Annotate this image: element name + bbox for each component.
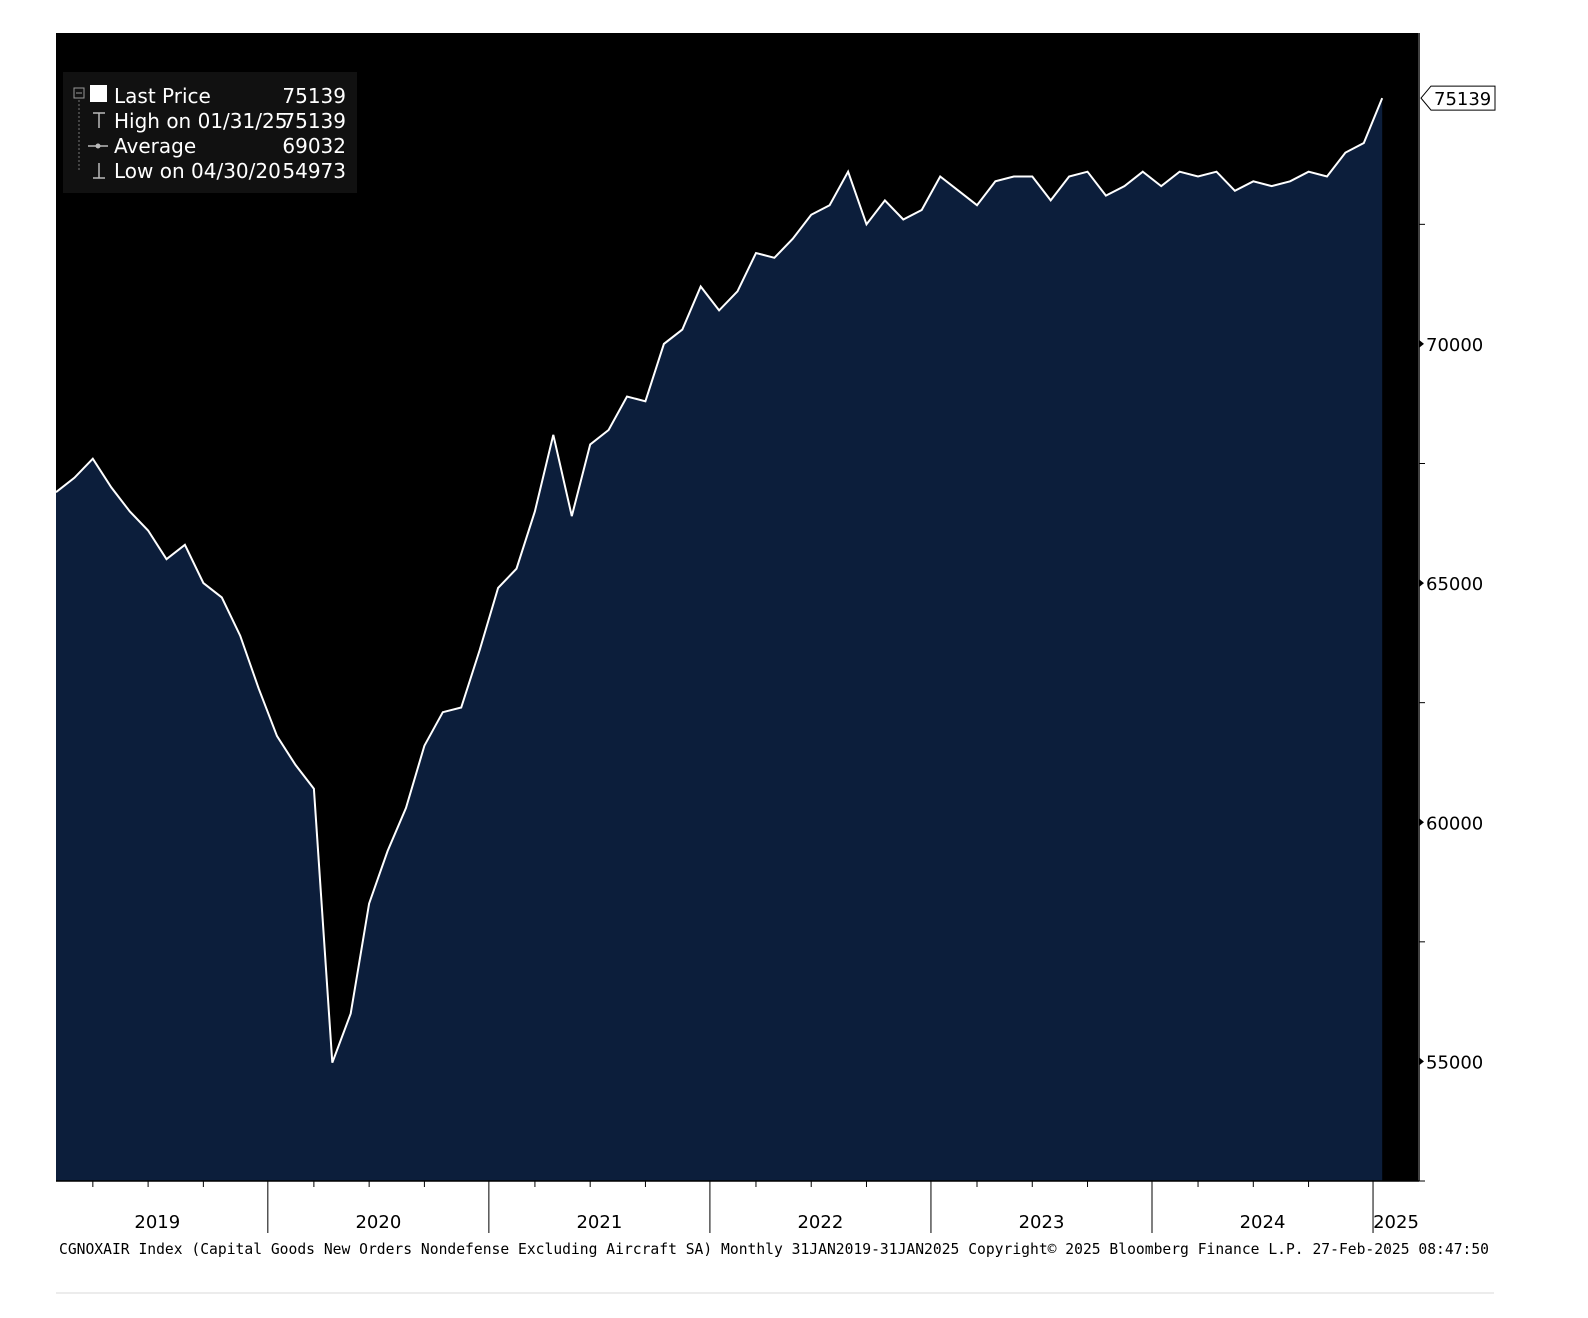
last-value-callout-box [1420,85,1496,111]
y-axis-minor-ticks [1419,223,1425,1182]
last-value-callout: 75139 [1420,85,1496,111]
y-tick-60000 [1419,818,1424,827]
x-tick-label-2021: 2021 [576,1212,622,1233]
legend-background [63,72,357,193]
y-axis-ticks: 55000 60000 65000 70000 [1419,335,1483,1073]
square-icon [90,85,107,102]
legend-value-last-price: 75139 [282,84,346,108]
x-axis: 2019 2020 2021 2022 2023 2024 2025 [56,1180,1419,1233]
legend-value-high: 75139 [282,109,346,133]
legend-label-average: Average [114,134,196,158]
last-value-label: 75139 [1434,89,1491,110]
x-tick-label-2020: 2020 [355,1212,401,1233]
low-marker-icon [93,163,105,179]
y-tick-label-65000: 65000 [1426,574,1483,595]
x-tick-label-2023: 2023 [1019,1212,1065,1233]
x-tick-label-2024: 2024 [1240,1212,1286,1233]
legend: Last Price 75139 High on 01/31/25 75139 … [63,72,357,193]
high-marker-icon [93,112,105,128]
y-tick-label-70000: 70000 [1426,335,1483,356]
y-tick-label-60000: 60000 [1426,813,1483,834]
average-marker-dot [95,143,101,149]
footer-caption: CGNOXAIR Index (Capital Goods New Orders… [59,1240,1489,1258]
legend-collapse-icon[interactable] [73,87,85,99]
legend-value-average: 69032 [282,134,346,158]
series-area-fill [56,98,1383,1182]
y-tick-65000 [1419,579,1424,588]
x-tick-label-2022: 2022 [797,1212,843,1233]
legend-label-high: High on 01/31/25 [114,109,287,133]
y-tick-70000 [1419,339,1424,348]
y-tick-55000 [1419,1057,1424,1066]
y-tick-label-55000: 55000 [1426,1052,1483,1073]
x-tick-label-2025: 2025 [1373,1212,1419,1233]
x-tick-label-2019: 2019 [134,1212,180,1233]
y-axis: 55000 60000 65000 70000 [1418,33,1483,1182]
series-line-last-price [55,97,1384,1064]
x-axis-ticks [92,1181,1374,1233]
legend-label-last-price: Last Price [114,84,211,108]
legend-value-low: 54973 [282,159,346,183]
x-axis-labels: 2019 2020 2021 2022 2023 2024 2025 [134,1212,1419,1233]
legend-label-low: Low on 04/30/20 [114,159,281,183]
